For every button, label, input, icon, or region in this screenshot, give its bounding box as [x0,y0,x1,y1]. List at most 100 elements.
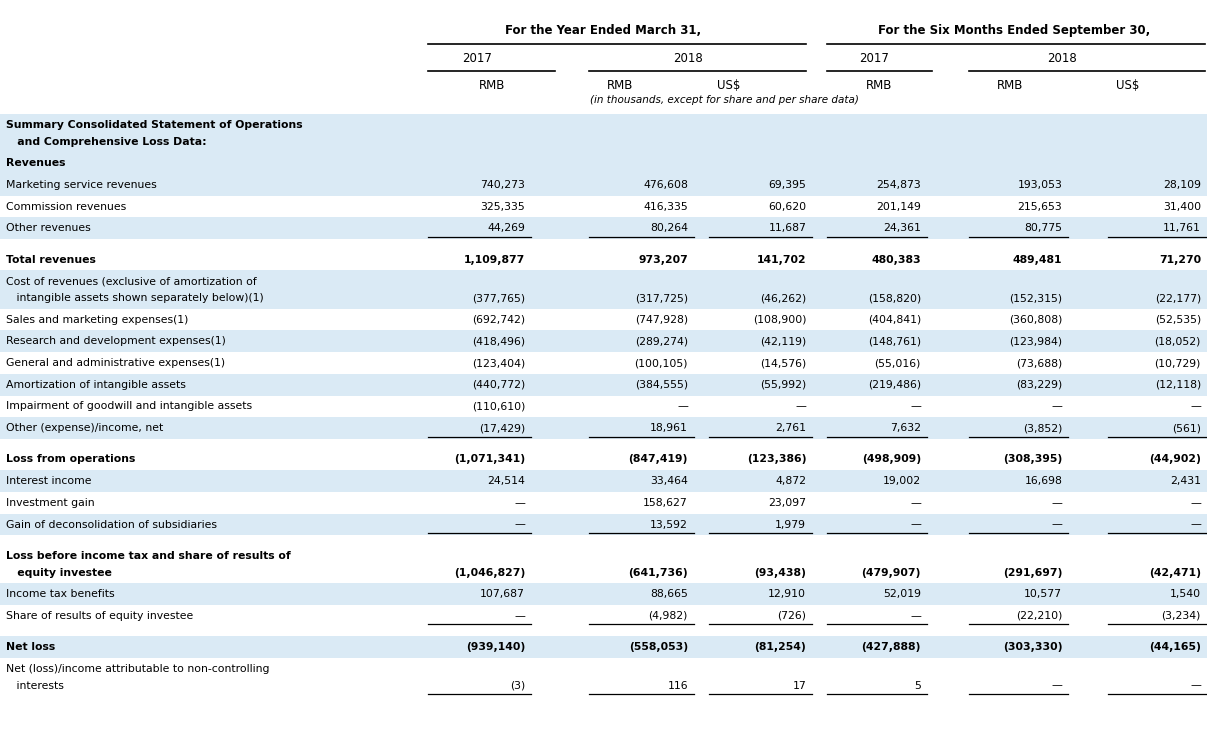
Text: —: — [1190,520,1201,530]
Text: 416,335: 416,335 [643,202,688,212]
Text: 107,687: 107,687 [480,589,525,599]
Text: RMB: RMB [867,79,892,92]
Text: —: — [514,611,525,621]
Text: —: — [1190,681,1201,690]
Text: Income tax benefits: Income tax benefits [6,589,115,599]
Text: Impairment of goodwill and intangible assets: Impairment of goodwill and intangible as… [6,401,252,411]
Text: (1,046,827): (1,046,827) [454,567,525,578]
Text: (384,555): (384,555) [635,380,688,390]
Text: —: — [1190,401,1201,411]
Text: —: — [1051,520,1062,530]
Text: (10,729): (10,729) [1155,358,1201,368]
Text: (22,210): (22,210) [1016,611,1062,621]
Text: 480,383: 480,383 [871,255,921,265]
Text: 2,431: 2,431 [1170,476,1201,486]
Text: 215,653: 215,653 [1018,202,1062,212]
Text: 80,775: 80,775 [1025,223,1062,233]
Text: —: — [1190,498,1201,508]
Text: (3,852): (3,852) [1022,423,1062,434]
Text: General and administrative expenses(1): General and administrative expenses(1) [6,358,226,368]
Text: (14,576): (14,576) [760,358,806,368]
Text: —: — [910,520,921,530]
Text: (303,330): (303,330) [1003,642,1062,652]
Text: 10,577: 10,577 [1025,589,1062,599]
Bar [0,395,1207,417]
Text: (18,052): (18,052) [1155,336,1201,347]
Text: (726): (726) [777,611,806,621]
Bar [0,448,1207,470]
Text: 201,149: 201,149 [876,202,921,212]
Bar [0,174,1207,196]
Text: (360,808): (360,808) [1009,314,1062,325]
Text: 80,264: 80,264 [651,223,688,233]
Text: (558,053): (558,053) [629,642,688,652]
Text: (42,119): (42,119) [760,336,806,347]
Text: Investment gain: Investment gain [6,498,94,508]
Text: Loss before income tax and share of results of: Loss before income tax and share of resu… [6,551,291,561]
Text: Cost of revenues (exclusive of amortization of: Cost of revenues (exclusive of amortizat… [6,276,257,286]
Bar [0,514,1207,535]
Text: (289,274): (289,274) [635,336,688,347]
Text: Summary Consolidated Statement of Operations: Summary Consolidated Statement of Operat… [6,120,303,130]
Text: (123,984): (123,984) [1009,336,1062,347]
Text: Revenues: Revenues [6,158,65,169]
Text: (46,262): (46,262) [760,293,806,303]
Text: 44,269: 44,269 [488,223,525,233]
Text: equity investee: equity investee [6,567,112,578]
Text: For the Six Months Ended September 30,: For the Six Months Ended September 30, [877,24,1150,38]
Text: 17: 17 [793,681,806,690]
Text: (641,736): (641,736) [629,567,688,578]
Text: (55,992): (55,992) [760,380,806,390]
Text: (93,438): (93,438) [754,567,806,578]
Text: 476,608: 476,608 [643,180,688,190]
Text: —: — [910,401,921,411]
Text: 325,335: 325,335 [480,202,525,212]
Text: 158,627: 158,627 [643,498,688,508]
Text: —: — [677,401,688,411]
Text: 28,109: 28,109 [1164,180,1201,190]
Text: US$: US$ [1115,79,1139,92]
Text: 740,273: 740,273 [480,180,525,190]
Text: 4,872: 4,872 [775,476,806,486]
Text: 60,620: 60,620 [768,202,806,212]
Text: 7,632: 7,632 [890,423,921,434]
Text: (55,016): (55,016) [875,358,921,368]
Bar [0,636,1207,658]
Text: (83,229): (83,229) [1016,380,1062,390]
Text: (561): (561) [1172,423,1201,434]
Text: 31,400: 31,400 [1162,202,1201,212]
Text: Share of results of equity investee: Share of results of equity investee [6,611,193,621]
Text: (3,234): (3,234) [1161,611,1201,621]
Bar [0,374,1207,395]
Bar [0,417,1207,439]
Text: RMB: RMB [997,79,1022,92]
Text: (52,535): (52,535) [1155,314,1201,325]
Text: Marketing service revenues: Marketing service revenues [6,180,157,190]
Text: For the Year Ended March 31,: For the Year Ended March 31, [506,24,701,38]
Text: 71,270: 71,270 [1159,255,1201,265]
Text: 2,761: 2,761 [775,423,806,434]
Text: —: — [1051,681,1062,690]
Text: Loss from operations: Loss from operations [6,454,135,464]
Text: and Comprehensive Loss Data:: and Comprehensive Loss Data: [6,137,206,146]
Text: (219,486): (219,486) [868,380,921,390]
Text: 2018: 2018 [1048,52,1077,65]
Text: Research and development expenses(1): Research and development expenses(1) [6,336,226,347]
Bar [0,114,1207,152]
Bar [0,545,1207,583]
Text: —: — [1051,498,1062,508]
Bar [0,330,1207,352]
Text: 141,702: 141,702 [757,255,806,265]
Bar [0,196,1207,218]
Text: 193,053: 193,053 [1018,180,1062,190]
Bar [0,439,1207,448]
Text: RMB: RMB [479,79,505,92]
Text: 12,910: 12,910 [769,589,806,599]
Text: 11,687: 11,687 [769,223,806,233]
Text: (44,902): (44,902) [1149,454,1201,464]
Text: (747,928): (747,928) [635,314,688,325]
Text: 24,514: 24,514 [488,476,525,486]
Text: Commission revenues: Commission revenues [6,202,127,212]
Bar [0,352,1207,374]
Text: (81,254): (81,254) [754,642,806,652]
